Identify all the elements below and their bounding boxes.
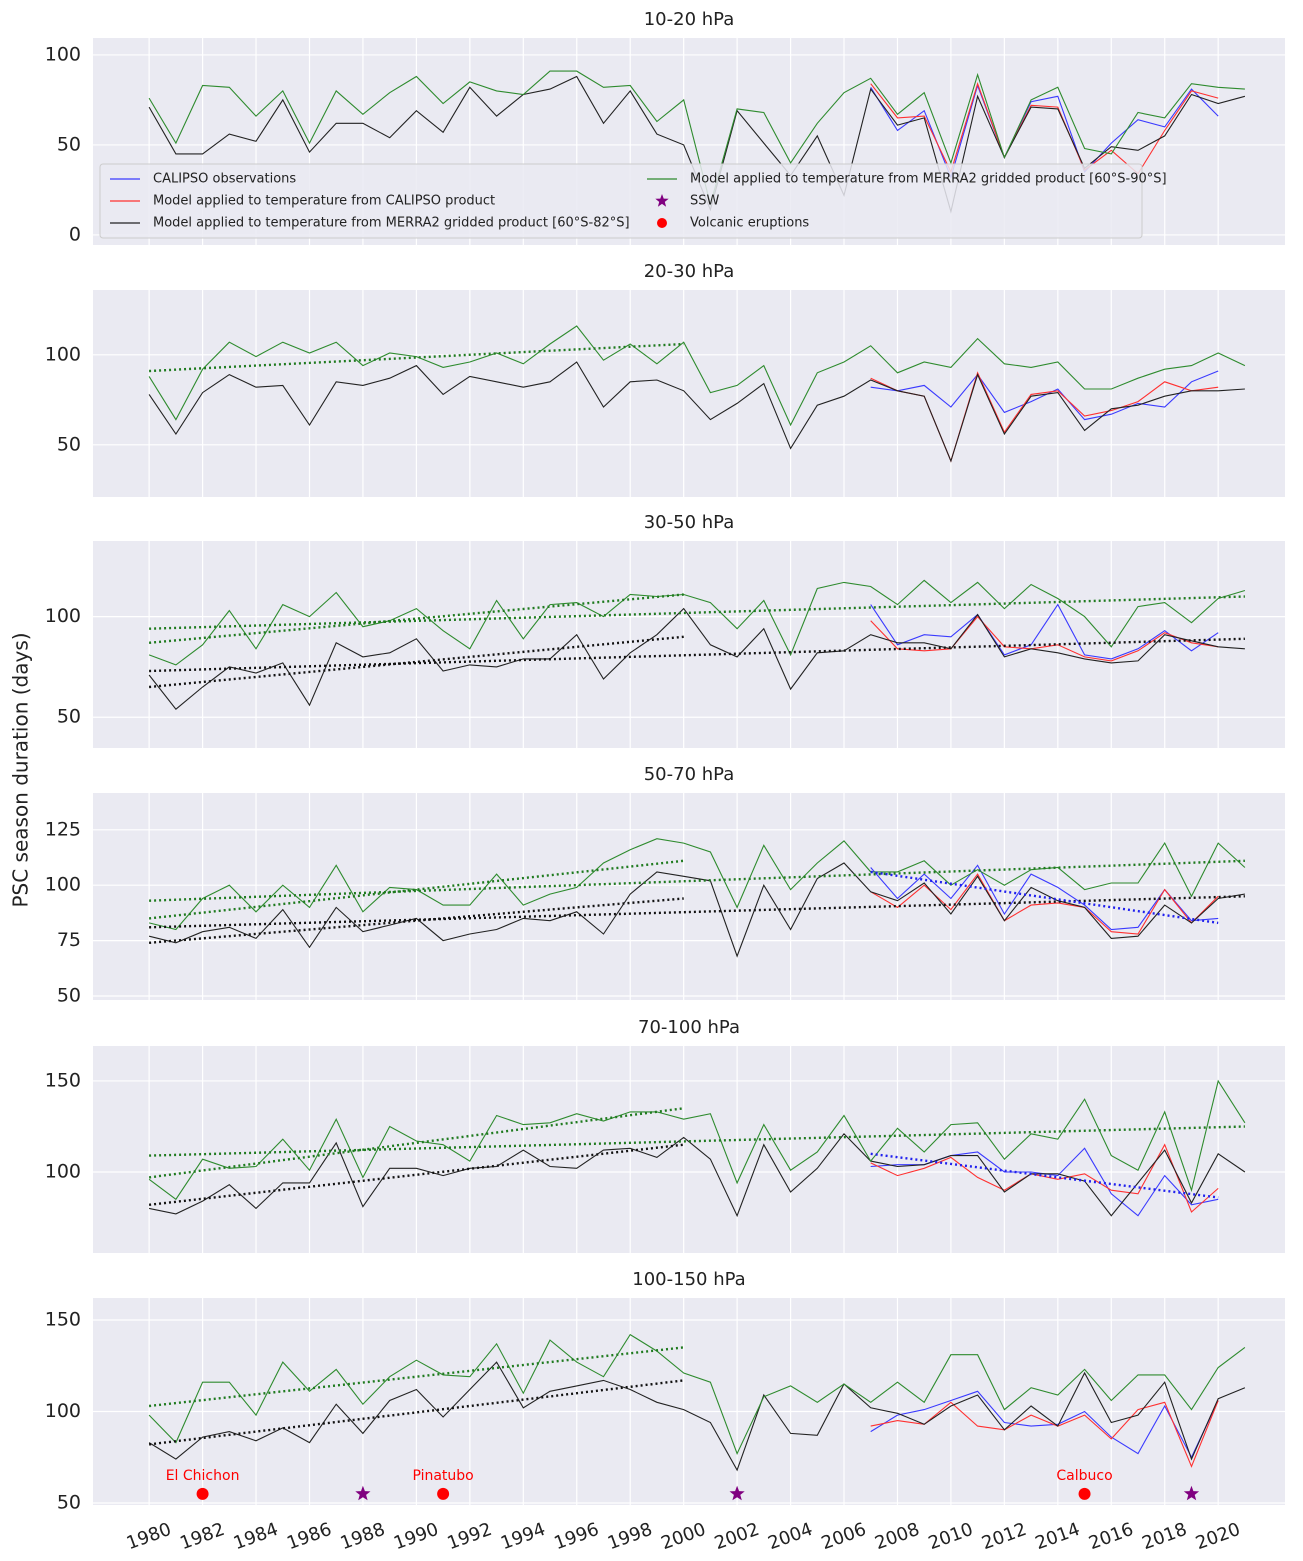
trend-line <box>149 342 684 373</box>
plot-background <box>93 793 1285 1000</box>
y-tick-label: 100 <box>45 605 81 627</box>
x-tick-label: 2004 <box>765 1519 815 1554</box>
plot-background <box>93 1298 1285 1505</box>
panel-title: 10-20 hPa <box>644 9 735 30</box>
x-tick-label: 1992 <box>445 1519 495 1554</box>
x-tick-label: 2016 <box>1086 1519 1136 1554</box>
y-tick-label: 100 <box>45 343 81 365</box>
y-tick-label: 50 <box>57 1491 81 1513</box>
y-tick-label: 150 <box>45 1308 81 1330</box>
panel-title: 70-100 hPa <box>638 1017 740 1038</box>
legend-label: CALIPSO observations <box>153 172 296 187</box>
data-line <box>870 873 1219 935</box>
x-tick-label: 2020 <box>1193 1519 1243 1554</box>
x-tick-label: 1988 <box>338 1519 388 1554</box>
data-line <box>148 579 1246 666</box>
trend-line <box>870 1152 1219 1199</box>
data-line <box>148 1079 1246 1201</box>
data-line <box>148 607 1245 710</box>
legend-label: SSW <box>690 194 720 209</box>
volcano-marker <box>437 1487 450 1500</box>
plot-background <box>93 1046 1285 1253</box>
ssw-marker <box>1183 1485 1200 1501</box>
x-tick-label: 2000 <box>658 1519 708 1554</box>
data-line <box>148 1333 1246 1456</box>
y-tick-label: 75 <box>57 929 81 951</box>
y-tick-label: 100 <box>45 43 81 65</box>
data-line <box>148 325 1246 427</box>
data-line <box>870 1390 1219 1459</box>
y-tick-label: 50 <box>57 985 81 1007</box>
data-line <box>870 83 1219 179</box>
x-tick-label: 1994 <box>498 1519 548 1554</box>
x-tick-label: 2010 <box>926 1519 976 1554</box>
y-tick-label: 50 <box>57 706 81 728</box>
volcano-marker <box>1078 1487 1091 1500</box>
event-label: Pinatubo <box>412 1468 473 1484</box>
ssw-marker <box>355 1485 371 1501</box>
data-line <box>870 864 1219 931</box>
x-tick-label: 2006 <box>819 1519 869 1554</box>
event-label: Calbuco <box>1056 1468 1112 1484</box>
legend: CALIPSO observations Model applied to tem… <box>99 163 1167 239</box>
y-tick-label: 50 <box>57 133 81 155</box>
x-tick-label: 2008 <box>872 1519 922 1554</box>
y-tick-label: 150 <box>45 1069 81 1091</box>
panel-title: 50-70 hPa <box>644 764 735 785</box>
trend-line <box>870 870 1219 925</box>
data-line <box>870 370 1219 421</box>
x-tick-label: 1990 <box>391 1519 441 1554</box>
y-tick-label: 125 <box>45 818 81 840</box>
legend-swatch <box>657 218 667 228</box>
legend-label: Model applied to temperature from MERRA2… <box>690 172 1167 187</box>
x-tick-label: 2012 <box>979 1519 1029 1554</box>
plot-background <box>93 290 1285 497</box>
x-tick-label: 2002 <box>712 1519 762 1554</box>
data-line <box>148 862 1245 958</box>
data-line <box>870 615 1219 662</box>
legend-label: Model applied to temperature from CALIPS… <box>153 194 495 209</box>
y-tick-label: 50 <box>57 433 81 455</box>
legend-label: Model applied to temperature from MERRA2… <box>153 216 630 231</box>
x-tick-label: 1986 <box>284 1519 334 1554</box>
ssw-marker <box>729 1485 745 1501</box>
panel-title: 100-150 hPa <box>632 1269 745 1290</box>
y-axis-label: PSC season duration (days) <box>9 632 33 907</box>
panel-title: 30-50 hPa <box>644 512 735 533</box>
x-tick-label: 1980 <box>124 1519 174 1554</box>
y-tick-label: 0 <box>69 223 81 245</box>
data-line <box>148 70 1245 207</box>
plot-background <box>93 541 1285 748</box>
x-tick-label: 1982 <box>177 1519 227 1554</box>
x-tick-label: 2014 <box>1033 1519 1083 1554</box>
y-tick-label: 100 <box>45 874 81 896</box>
legend-label: Volcanic eruptions <box>690 216 809 231</box>
data-line <box>870 603 1219 660</box>
x-tick-label: 1998 <box>605 1519 655 1554</box>
legend-box <box>99 163 1143 239</box>
y-tick-label: 100 <box>45 1400 81 1422</box>
data-line <box>148 838 1246 931</box>
data-line <box>148 1361 1246 1472</box>
x-tick-label: 1984 <box>231 1519 281 1554</box>
y-tick-label: 100 <box>45 1160 81 1182</box>
x-tick-label: 1996 <box>551 1519 601 1554</box>
x-tick-label: 2018 <box>1139 1519 1189 1554</box>
panel-title: 20-30 hPa <box>644 261 735 282</box>
legend-swatch <box>655 194 669 207</box>
data-line <box>148 1132 1246 1218</box>
data-line <box>148 361 1245 463</box>
volcano-marker <box>196 1487 209 1500</box>
event-label: El Chichon <box>166 1468 240 1484</box>
